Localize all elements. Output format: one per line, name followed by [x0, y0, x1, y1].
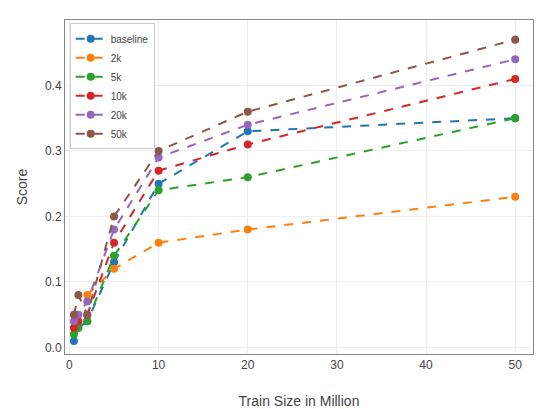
svg-text:0.3: 0.3	[45, 144, 62, 158]
svg-text:Train Size in Million: Train Size in Million	[239, 393, 360, 409]
svg-text:20: 20	[241, 358, 255, 372]
svg-text:10k: 10k	[111, 91, 128, 102]
svg-text:Score: Score	[14, 169, 30, 206]
svg-text:40: 40	[419, 358, 433, 372]
svg-text:0: 0	[66, 358, 73, 372]
svg-text:0.2: 0.2	[45, 210, 62, 224]
svg-text:50k: 50k	[111, 129, 128, 140]
svg-text:baseline: baseline	[111, 34, 149, 45]
svg-text:0.4: 0.4	[45, 79, 62, 93]
svg-text:2k: 2k	[111, 53, 123, 64]
svg-text:20k: 20k	[111, 110, 128, 121]
svg-text:30: 30	[330, 358, 344, 372]
svg-text:0.0: 0.0	[45, 341, 62, 355]
svg-text:50: 50	[508, 358, 522, 372]
svg-text:5k: 5k	[111, 72, 123, 83]
svg-text:0.1: 0.1	[45, 275, 62, 289]
svg-text:10: 10	[152, 358, 166, 372]
